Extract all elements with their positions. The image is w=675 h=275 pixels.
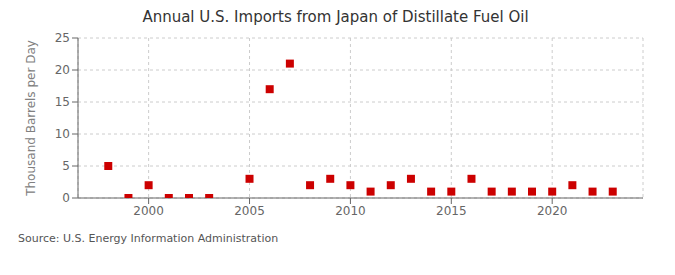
svg-text:2010: 2010 <box>335 204 366 218</box>
svg-text:0: 0 <box>62 191 70 205</box>
svg-text:Thousand Barrels per Day: Thousand Barrels per Day <box>24 40 38 197</box>
svg-text:20: 20 <box>55 63 70 77</box>
svg-text:5: 5 <box>62 159 70 173</box>
svg-text:10: 10 <box>55 127 70 141</box>
svg-text:2020: 2020 <box>537 204 568 218</box>
svg-text:25: 25 <box>55 31 70 45</box>
html-text:Source: U.S. Energy Informatio: Source: U.S. Energy Information Administ… <box>18 232 279 245</box>
svg-text:2015: 2015 <box>436 204 467 218</box>
html-text:Annual U.S. Imports from Japan: Annual U.S. Imports from Japan of Distil… <box>142 8 529 26</box>
svg-text:2000: 2000 <box>133 204 164 218</box>
svg-text:15: 15 <box>55 95 70 109</box>
svg-text:2005: 2005 <box>234 204 265 218</box>
